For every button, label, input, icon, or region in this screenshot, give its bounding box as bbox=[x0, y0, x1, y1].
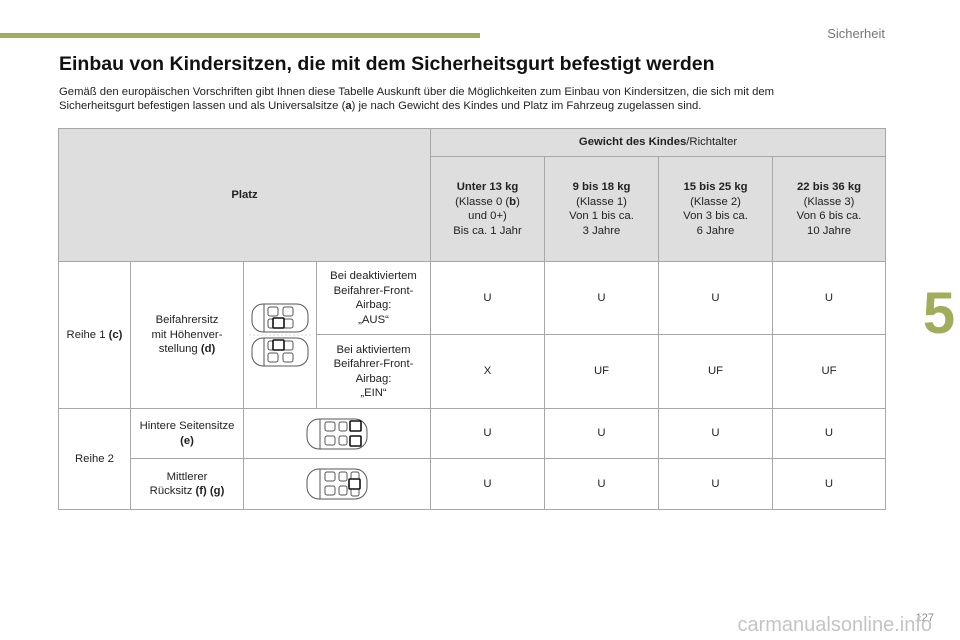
rear-middle-seat-description: Mittlerer Rücksitz (f) (g) bbox=[130, 458, 244, 510]
chapter-number: 5 bbox=[922, 280, 956, 346]
cell-value: U bbox=[544, 261, 659, 335]
child-seat-table: Platz Gewicht des Kindes/Richtalter Unte… bbox=[58, 128, 887, 510]
front-seat-car-icon bbox=[249, 303, 311, 367]
cell-value: X bbox=[430, 334, 545, 409]
cell-value: U bbox=[771, 458, 887, 510]
table-row-rear-side: Reihe 2 Hintere Seitensitze (e) U U U U bbox=[58, 408, 887, 510]
rear-middle-diagram-cell bbox=[243, 458, 431, 510]
chapter-tab: 5 bbox=[918, 248, 960, 378]
intro-line1: Gemäß den europäischen Vorschriften gibt… bbox=[59, 86, 775, 98]
page-number: 127 bbox=[915, 612, 934, 624]
cell-value: UF bbox=[544, 334, 659, 409]
cell-value: UF bbox=[658, 334, 773, 409]
intro-paragraph: Gemäß den europäischen Vorschriften gibt… bbox=[59, 85, 859, 113]
airbag-on-condition: Bei aktiviertem Beifahrer-Front- Airbag:… bbox=[316, 334, 431, 409]
page-title: Einbau von Kindersitzen, die mit dem Sic… bbox=[59, 53, 715, 75]
cell-value: U bbox=[430, 261, 545, 335]
column-header-class0: Unter 13 kg (Klasse 0 (b) und 0+) Bis ca… bbox=[430, 156, 545, 262]
cell-value: U bbox=[771, 261, 887, 335]
row1-label: Reihe 1 (c) bbox=[58, 261, 131, 409]
cell-value: U bbox=[658, 261, 773, 335]
cell-value: U bbox=[544, 408, 659, 459]
airbag-off-condition: Bei deaktiviertem Beifahrer-Front- Airba… bbox=[316, 261, 431, 335]
cell-value: U bbox=[430, 408, 545, 459]
row2-label: Reihe 2 bbox=[58, 408, 131, 510]
rear-side-seats-description: Hintere Seitensitze (e) bbox=[130, 408, 244, 459]
watermark[interactable]: carmanualsonline.info bbox=[737, 614, 932, 636]
table-row-rear-middle: Mittlerer Rücksitz (f) (g) U U U U bbox=[59, 458, 887, 510]
column-header-class1: 9 bis 18 kg (Klasse 1) Von 1 bis ca. 3 J… bbox=[544, 156, 659, 262]
cell-value: U bbox=[544, 458, 659, 510]
rear-side-diagram-cell bbox=[243, 408, 431, 459]
cell-value: U bbox=[771, 408, 887, 459]
intro-footnote-a: a bbox=[345, 100, 352, 112]
weight-header: Gewicht des Kindes/Richtalter bbox=[429, 128, 887, 157]
cell-value: U bbox=[658, 458, 773, 510]
cell-value: U bbox=[430, 458, 545, 510]
section-label: Sicherheit bbox=[827, 26, 885, 41]
column-header-class3: 22 bis 36 kg (Klasse 3) Von 6 bis ca. 10… bbox=[771, 156, 887, 262]
table-row-front-airbag-off: Reihe 1 (c) Beifahrersitz mit Höhenver- … bbox=[58, 261, 887, 409]
rear-side-seats-car-icon bbox=[306, 418, 368, 449]
intro-line2-end: ) je nach Gewicht des Kindes und Platz i… bbox=[351, 100, 702, 112]
row1-seat-description: Beifahrersitz mit Höhenver- stellung (d) bbox=[130, 261, 244, 409]
rear-middle-seat-car-icon bbox=[306, 468, 368, 500]
platz-header: Platz bbox=[58, 128, 431, 262]
column-header-class2: 15 bis 25 kg (Klasse 2) Von 3 bis ca. 6 … bbox=[658, 156, 773, 262]
front-seat-diagram-cell bbox=[243, 261, 317, 409]
cell-value: UF bbox=[771, 334, 887, 409]
section-color-bar bbox=[0, 33, 480, 38]
intro-line2-start: Sicherheitsgurt befestigen lassen und al… bbox=[59, 100, 346, 112]
cell-value: U bbox=[658, 408, 773, 459]
